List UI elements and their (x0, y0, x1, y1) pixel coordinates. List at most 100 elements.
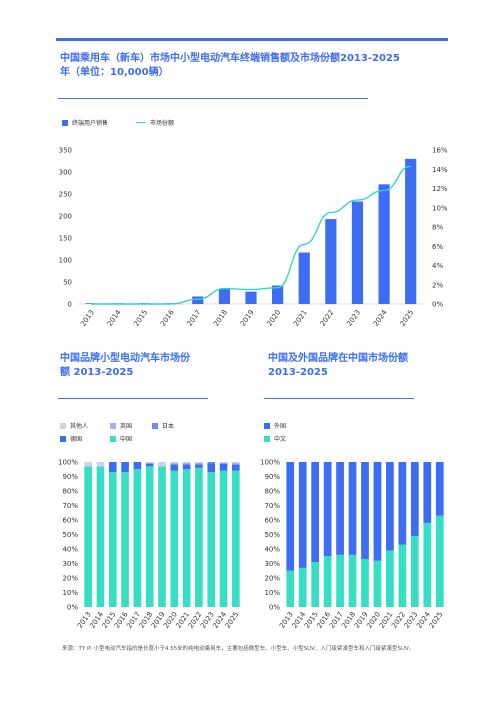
bar-sales-2025 (405, 158, 417, 304)
legend-swatch-foreign (264, 422, 270, 429)
legend-label-chinese: 中文 (274, 436, 287, 443)
bar-segment-2020 (373, 560, 382, 607)
y-tick-label: 100 (59, 257, 72, 265)
bar-segment-2013 (84, 462, 92, 467)
x-tick-label: 2016 (159, 308, 176, 328)
bar-segment-2022 (195, 462, 203, 464)
y-tick-label: 20% (62, 575, 78, 583)
bar-segment-2018 (348, 554, 357, 607)
subtitle-left-rule (58, 398, 208, 399)
y-tick-label: 0% (269, 604, 280, 612)
y-tick-label: 80% (264, 488, 280, 496)
bar-segment-2013 (286, 462, 295, 571)
bar-segment-2021 (386, 462, 394, 551)
bar-segment-2019 (158, 462, 166, 467)
legend-label-other: 其他人 (70, 423, 89, 430)
y-tick-label: 90% (62, 473, 78, 481)
bar-segment-2018 (348, 462, 357, 555)
bar-segment-2017 (133, 469, 142, 607)
bar-segment-2023 (207, 463, 216, 473)
legend-label-china: 中国 (120, 436, 133, 443)
legend-label-sales: 终端用户销售 (72, 120, 109, 127)
y-tick-label: 20% (264, 575, 280, 583)
bar-segment-2020 (170, 470, 179, 607)
bar-segment-2022 (195, 467, 203, 607)
bar-segment-2021 (182, 462, 191, 464)
y-tick-label: 10% (264, 589, 280, 597)
bar-segment-2015 (108, 462, 117, 473)
y-tick-label: 90% (264, 473, 280, 481)
bar-segment-2025 (232, 463, 240, 465)
y2-tick-label: 16% (432, 147, 448, 155)
bar-segment-2017 (336, 554, 344, 607)
bar-segment-2021 (386, 550, 394, 607)
bar-segment-2021 (182, 464, 191, 470)
left-legend: 其他人 英国 日本 德国 中国 (60, 421, 240, 445)
bar-segment-2014 (298, 462, 307, 568)
page-title: 中国乘用车（新车）市场中小型电动汽车终端销售额及市场份额2013-2025年（单… (60, 53, 400, 78)
bar-segment-2021 (182, 463, 191, 465)
bar-segment-2025 (435, 515, 444, 607)
y2-tick-label: 2% (432, 281, 443, 289)
y-tick-label: 80% (62, 488, 78, 496)
bar-segment-2025 (232, 470, 240, 607)
y-tick-label: 250 (59, 191, 72, 199)
brand-share-stacked-chart: 0%10%20%30%40%50%60%70%80%90%100%2013201… (58, 459, 241, 630)
y-tick-label: 30% (62, 560, 78, 568)
bar-segment-2017 (336, 462, 344, 555)
bar-segment-2022 (398, 462, 407, 545)
subtitle-left: 中国品牌小型电动汽车市场份额 2013-2025 (60, 353, 190, 378)
bar-segment-2014 (96, 466, 105, 607)
legend-swatch-other (60, 422, 66, 429)
bar-segment-2015 (108, 472, 117, 607)
x-tick-label: 2018 (212, 309, 229, 328)
bar-segment-2025 (232, 464, 240, 471)
bar-segment-2018 (145, 463, 154, 467)
y2-tick-label: 10% (432, 204, 448, 212)
y2-tick-label: 14% (432, 166, 448, 174)
bar-segment-2019 (361, 559, 369, 607)
bar-segment-2025 (435, 462, 444, 516)
bar-segment-2016 (323, 556, 332, 607)
y-tick-label: 40% (62, 546, 78, 554)
bar-segment-2013 (286, 570, 295, 607)
x-tick-label: 2019 (239, 309, 256, 328)
bar-segment-2016 (323, 462, 332, 557)
y2-tick-label: 6% (432, 243, 443, 251)
y-tick-label: 0 (68, 301, 72, 309)
legend-label-germany: 德国 (70, 436, 83, 443)
legend-item-sales: 终端用户销售 (62, 118, 108, 127)
y-tick-label: 70% (264, 502, 280, 510)
legend-label-foreign: 外国 (274, 423, 287, 430)
legend-swatch-share (136, 121, 146, 124)
x-tick-label: 2025 (224, 611, 241, 630)
legend-label-japan: 日本 (162, 423, 175, 430)
y-tick-label: 50% (264, 531, 280, 539)
legend-item-germany: 德国 (60, 434, 82, 443)
bar-segment-2020 (373, 462, 382, 561)
legend-item-japan: 日本 (152, 421, 174, 430)
bar-segment-2016 (121, 472, 129, 607)
y-tick-label: 150 (59, 235, 72, 243)
domestic-foreign-stacked-chart: 0%10%20%30%40%50%60%70%80%90%100%2013201… (260, 459, 444, 630)
legend-item-foreign: 外国 (264, 421, 286, 430)
legend-swatch-uk (110, 422, 116, 429)
x-tick-label: 2021 (292, 309, 309, 328)
y-tick-label: 100% (58, 459, 78, 467)
bar-sales-2023 (351, 201, 364, 304)
footnote: 来源：TY Pi 小型电动汽车指的是长度小于4.55米的纯电动乘用车，主要包括微… (62, 646, 415, 652)
y2-tick-label: 8% (432, 224, 443, 232)
y-tick-label: 300 (59, 169, 72, 177)
y-tick-label: 200 (59, 213, 72, 221)
bar-segment-2020 (170, 464, 179, 471)
subtitle-right-rule (264, 398, 414, 399)
bar-sales-2021 (298, 252, 310, 304)
x-tick-label: 2013 (79, 309, 96, 328)
bar-segment-2019 (158, 466, 166, 607)
bar-segment-2022 (195, 463, 203, 465)
top-accent-bar (56, 38, 448, 41)
bar-segment-2024 (219, 462, 228, 464)
x-tick-label: 2014 (106, 308, 123, 328)
x-tick-label: 2025 (399, 309, 416, 328)
x-tick-label: 2015 (132, 309, 149, 328)
